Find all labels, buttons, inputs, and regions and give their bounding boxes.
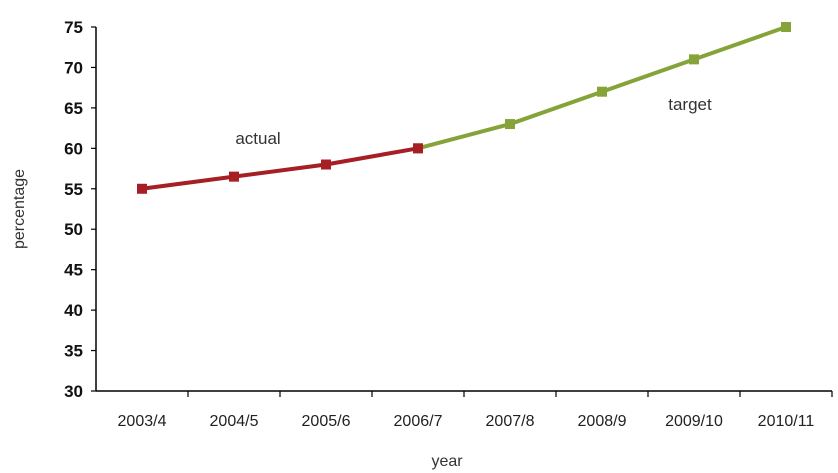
series-point-1 xyxy=(505,119,515,130)
annotation-actual: actual xyxy=(235,129,280,148)
x-axis-label: year xyxy=(431,453,463,470)
x-tick-label: 2006/7 xyxy=(394,413,443,430)
x-tick-label: 2009/10 xyxy=(665,413,723,430)
y-tick-label: 35 xyxy=(64,342,83,361)
x-ticks: 2003/4 2004/5 2005/6 2006/7 2007/8 2008/9 2009… xyxy=(118,391,833,430)
x-tick-label: 2010/11 xyxy=(758,413,815,430)
series-point-1 xyxy=(689,54,699,65)
y-tick-label: 30 xyxy=(64,382,83,401)
series-point-1 xyxy=(781,22,791,32)
y-tick-label: 40 xyxy=(64,301,83,320)
annotations: actual target xyxy=(235,95,712,148)
x-tick-label: 2004/5 xyxy=(210,413,259,430)
series-point-0 xyxy=(413,143,423,154)
x-tick-label: 2003/4 xyxy=(118,413,167,430)
x-tick-label: 2007/8 xyxy=(486,413,535,430)
series-point-1 xyxy=(597,86,607,97)
y-tick-label: 60 xyxy=(64,139,83,158)
y-axis-label: percentage xyxy=(11,169,28,249)
series-point-0 xyxy=(137,183,147,194)
series-line-0 xyxy=(140,146,420,191)
x-tick-label: 2008/9 xyxy=(578,413,627,430)
y-tick-label: 75 xyxy=(64,18,83,37)
x-tick-label: 2005/6 xyxy=(302,413,351,430)
y-tick-label: 70 xyxy=(64,58,83,77)
y-tick-label: 45 xyxy=(64,261,83,280)
series-point-0 xyxy=(229,171,239,182)
annotation-target: target xyxy=(668,95,712,114)
series xyxy=(137,22,791,194)
y-tick-label: 65 xyxy=(64,99,83,118)
y-ticks: 30 35 40 45 50 55 60 65 70 75 xyxy=(64,18,96,401)
series-point-0 xyxy=(321,159,331,170)
axes xyxy=(95,27,832,392)
y-tick-label: 55 xyxy=(64,180,83,199)
y-tick-label: 50 xyxy=(64,220,83,239)
